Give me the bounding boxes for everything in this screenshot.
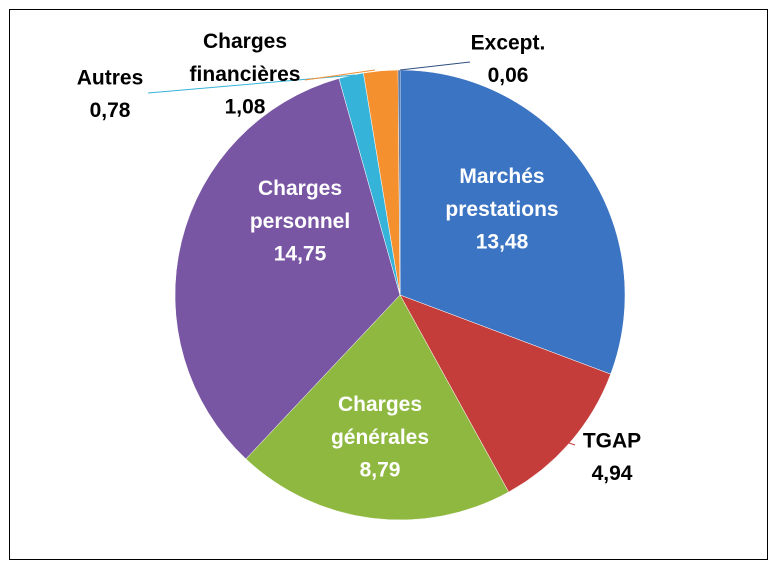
slice-label: TGAP [583, 429, 641, 452]
pie-slice [397, 69, 401, 296]
pie-slice [245, 294, 510, 521]
slice-value-label: 4,94 [592, 462, 633, 485]
leader-line [559, 439, 576, 446]
slice-value-label: 13,48 [476, 231, 529, 254]
slice-value-label: 0,06 [488, 64, 529, 87]
slice-label: Autres [77, 66, 144, 89]
slice-label: Charges générales [331, 393, 429, 449]
slice-value-label: 8,79 [360, 459, 401, 482]
slice-label: Charges personnel [250, 177, 350, 233]
slice-label: Charges financières [190, 30, 301, 86]
slice-value-label: 0,78 [90, 99, 131, 122]
pie-slice [399, 294, 611, 493]
pie-slice [174, 78, 401, 460]
pie-slice [399, 69, 626, 375]
slice-label: Except. [471, 31, 546, 54]
slice-value-label: 14,75 [274, 243, 327, 266]
slice-value-label: 1,08 [225, 96, 266, 119]
leader-line [304, 69, 376, 81]
leader-line [399, 61, 471, 71]
slice-label: Marchés prestations [445, 165, 558, 221]
